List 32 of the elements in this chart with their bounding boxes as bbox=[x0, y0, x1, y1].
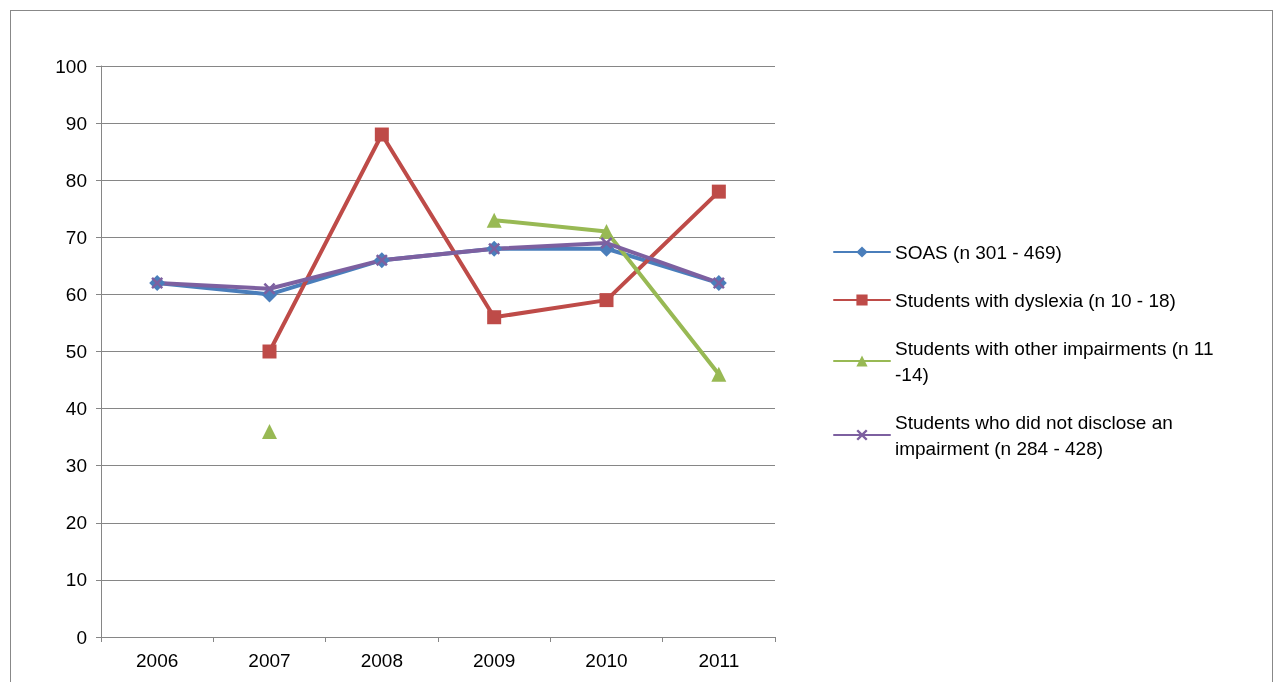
legend-label: Students who did not disclose an impairment (n 284 - 428) bbox=[895, 411, 1179, 459]
point bbox=[262, 344, 277, 359]
point bbox=[711, 184, 726, 199]
x-tick-label: 2007 bbox=[248, 650, 291, 671]
point bbox=[599, 224, 614, 240]
y-tick-label: 70 bbox=[65, 226, 87, 248]
y-tick-label: 20 bbox=[65, 512, 87, 534]
point bbox=[262, 423, 277, 439]
x-tick-label: 2011 bbox=[698, 650, 740, 671]
legend-label: Students with other impairments (n 11 -14) bbox=[895, 337, 1219, 385]
y-tick-label: 10 bbox=[65, 569, 87, 591]
y-tick-label: 50 bbox=[65, 341, 87, 362]
y-tick-label: 90 bbox=[65, 112, 87, 134]
y-tick-label: 60 bbox=[65, 283, 87, 305]
y-tick-label: 100 bbox=[55, 55, 87, 77]
point bbox=[711, 366, 727, 382]
y-tick-label: 0 bbox=[76, 626, 87, 648]
x-tick-label: 2009 bbox=[473, 650, 516, 671]
y-tick-label: 80 bbox=[65, 169, 87, 191]
legend-label: SOAS (n 301 - 469) bbox=[895, 241, 1062, 263]
x-tick-label: 2008 bbox=[360, 650, 403, 671]
point bbox=[374, 127, 389, 142]
x-tick-label: 2010 bbox=[585, 650, 628, 671]
x-tick-label: 2006 bbox=[136, 650, 179, 671]
legend-label: Students with dyslexia (n 10 - 18) bbox=[895, 289, 1176, 311]
point bbox=[487, 310, 502, 325]
point bbox=[599, 293, 614, 308]
point bbox=[600, 237, 613, 250]
point bbox=[263, 282, 276, 295]
y-tick-label: 30 bbox=[65, 455, 87, 477]
y-tick-label: 40 bbox=[65, 398, 87, 420]
point bbox=[486, 212, 502, 228]
